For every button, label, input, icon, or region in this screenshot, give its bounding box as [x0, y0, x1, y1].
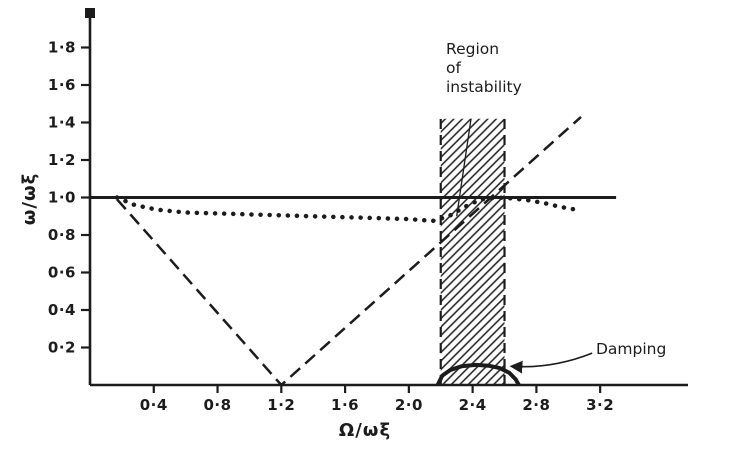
y-tick-label: 0·6: [48, 264, 76, 282]
x-tick-label: 0·4: [140, 396, 168, 414]
region-of-instability-label: Region of instability: [446, 40, 522, 96]
y-tick-label: 1·2: [48, 151, 76, 169]
region-of-instability-leader: [456, 118, 472, 217]
y-tick-label: 0·2: [48, 339, 76, 357]
dotted-frequency-curve: [114, 195, 579, 224]
y-axis-label: ω/ωξ: [19, 172, 40, 226]
x-tick-label: 3·2: [586, 396, 614, 414]
instability-band: [440, 118, 505, 385]
damping-label: Damping: [596, 340, 667, 358]
y-tick-label: 1·0: [48, 189, 76, 207]
damping-arrow: [509, 352, 593, 374]
x-tick-label: 0·8: [204, 396, 232, 414]
x-tick-label: 2·0: [395, 396, 423, 414]
y-tick-label: 1·8: [48, 39, 76, 57]
dashed-frequency-line: [116, 115, 582, 387]
x-tick-label: 1·6: [331, 396, 359, 414]
x-tick-label: 2·8: [522, 396, 550, 414]
y-axis-end-cap: [85, 8, 95, 18]
x-axis-label: Ω/ωξ: [338, 420, 392, 441]
x-tick-label: 2·4: [459, 396, 487, 414]
y-tick-label: 1·6: [48, 76, 76, 94]
y-tick-label: 0·4: [48, 301, 76, 319]
y-tick-label: 1·4: [48, 114, 76, 132]
x-tick-label: 1·2: [267, 396, 295, 414]
y-tick-label: 0·8: [48, 226, 76, 244]
damping-curve: [435, 362, 521, 386]
